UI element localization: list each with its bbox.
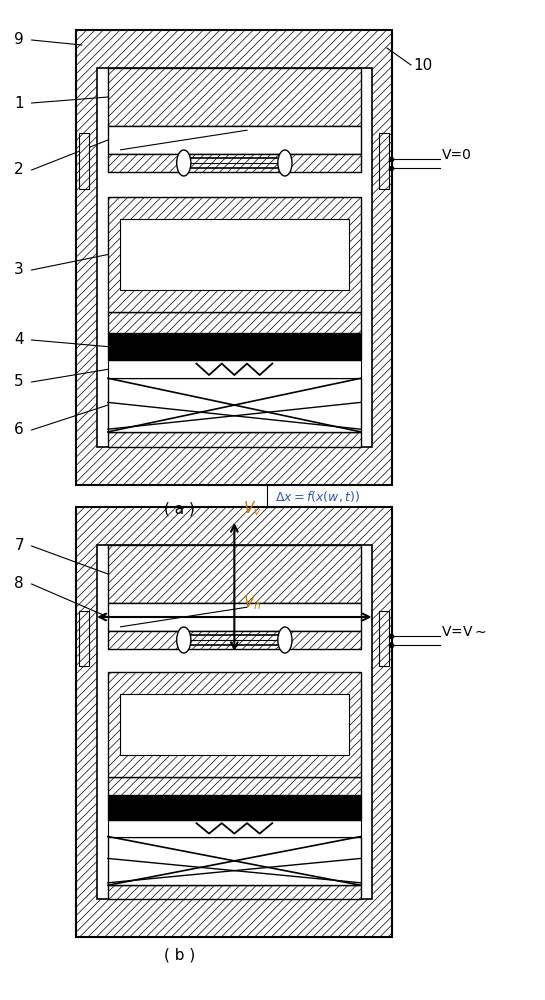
Bar [108,154,361,172]
Text: $\Delta x=f(x(w,t))$: $\Delta x=f(x(w,t))$ [275,488,360,504]
Bar [108,631,361,649]
Text: 3: 3 [14,262,24,277]
Bar [120,219,349,290]
Text: 4: 4 [14,332,24,348]
Bar [108,378,361,432]
Bar [108,312,361,333]
Bar [97,545,372,899]
Text: 10: 10 [413,57,432,73]
Bar [108,360,361,378]
Text: ( b ): ( b ) [164,948,196,963]
Circle shape [177,627,191,653]
Bar [120,694,349,755]
Text: ( a ): ( a ) [165,502,195,517]
Bar [97,68,372,447]
Bar [108,672,361,777]
Bar [379,610,389,666]
Text: 2: 2 [14,162,24,178]
Bar [80,133,89,188]
Text: 5: 5 [14,374,24,389]
Bar [108,820,361,836]
Circle shape [278,627,292,653]
Text: 9: 9 [14,32,24,47]
Bar [108,432,361,447]
Bar [76,507,392,937]
Bar [108,603,361,631]
Text: 1: 1 [14,96,24,110]
Text: 8: 8 [14,576,24,591]
Text: 7: 7 [14,538,24,554]
Text: 6: 6 [14,422,24,438]
Bar [108,885,361,899]
Bar [108,836,361,885]
Circle shape [278,150,292,176]
Text: V=0: V=0 [441,148,471,162]
Bar [76,30,392,485]
Text: $V_v$: $V_v$ [243,499,262,518]
Circle shape [177,150,191,176]
Bar [108,795,361,820]
Bar [108,126,361,154]
Bar [379,133,389,188]
Bar [108,776,361,795]
Bar [108,545,361,603]
Bar [80,610,89,666]
Text: V=V$\sim$: V=V$\sim$ [441,625,487,639]
Text: $V_h$: $V_h$ [243,593,261,612]
Bar [108,333,361,360]
Bar [108,68,361,126]
Bar [108,197,361,312]
